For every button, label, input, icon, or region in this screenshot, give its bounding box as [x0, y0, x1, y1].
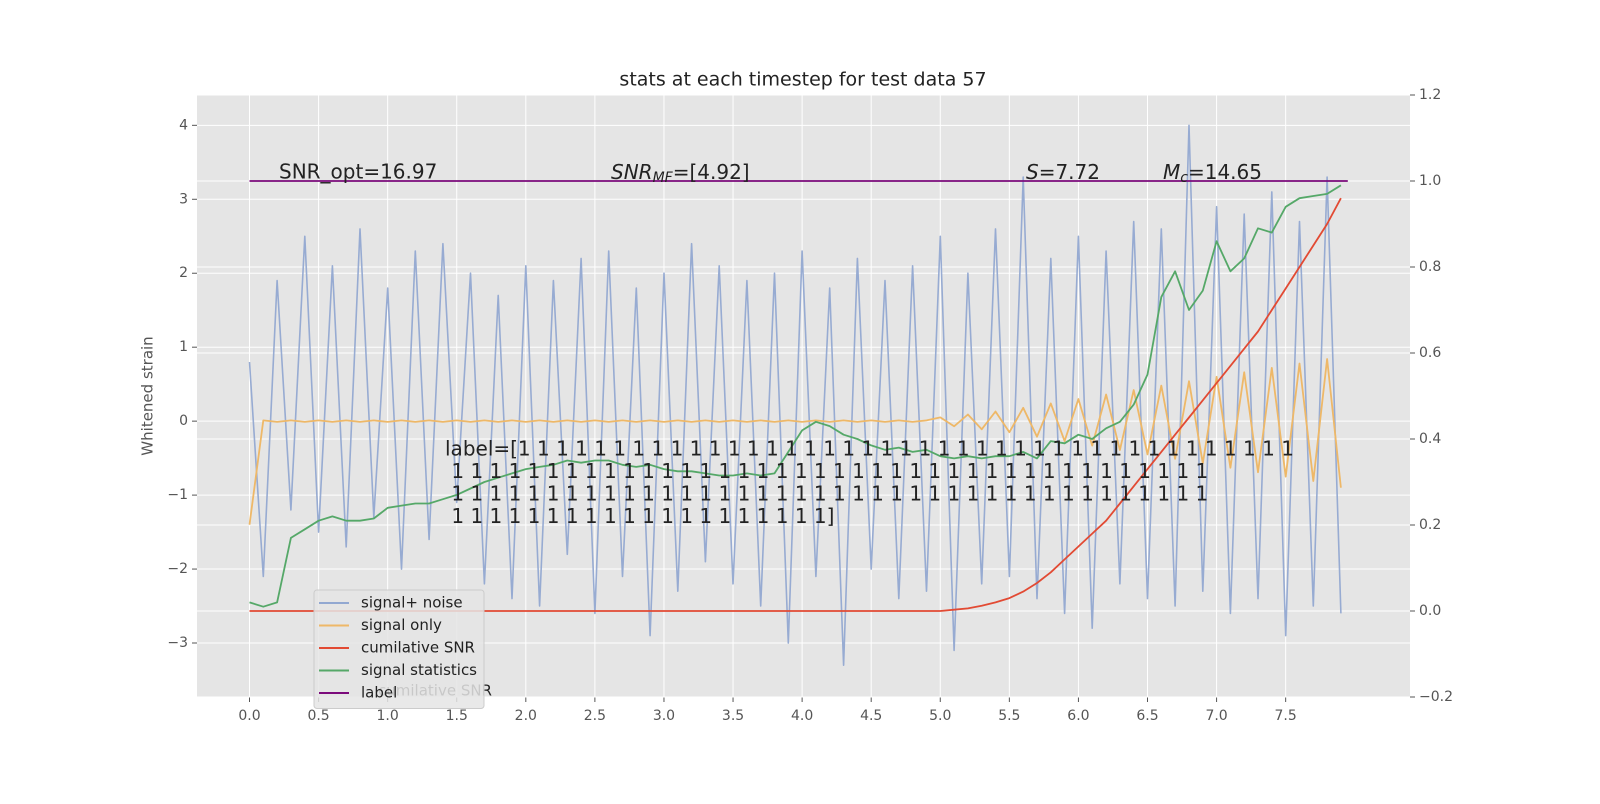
y2-tick-label: 0.6: [1419, 345, 1441, 361]
x-tick-label: 2.5: [584, 708, 606, 724]
annotation-part: =7.72: [1039, 160, 1100, 184]
x-tick-label: 1.5: [446, 708, 468, 724]
y2-tick-label: −0.2: [1419, 689, 1453, 705]
x-tick-label: 4.5: [860, 708, 882, 724]
annotation-part: =[4.92]: [673, 160, 750, 184]
x-tick-label: 7.0: [1205, 708, 1227, 724]
annotation-part: =14.65: [1188, 160, 1262, 184]
annotation: 1 1 1 1 1 1 1 1 1 1 1 1 1 1 1 1 1 1 1 1 …: [445, 482, 1208, 506]
annotation: 1 1 1 1 1 1 1 1 1 1 1 1 1 1 1 1 1 1 1 1 …: [445, 459, 1208, 483]
x-tick-label: 3.5: [722, 708, 744, 724]
legend-label: signal+ noise: [361, 594, 463, 612]
annotation-part: S: [1026, 160, 1039, 184]
x-tick-label: 5.5: [998, 708, 1020, 724]
annotation-part: SNR: [611, 160, 653, 184]
annotation: 1 1 1 1 1 1 1 1 1 1 1 1 1 1 1 1 1 1 1 1]: [445, 504, 834, 528]
annotation-part: c: [1180, 170, 1188, 186]
y-axis-label: Whitened strain: [139, 336, 157, 455]
y2-tick-label: 1.0: [1419, 173, 1441, 189]
legend-label: signal statistics: [361, 661, 477, 679]
x-tick-label: 0.5: [307, 708, 329, 724]
y2-tick-label: 1.2: [1419, 87, 1441, 103]
legend-label: label: [361, 684, 397, 702]
chart-title: stats at each timestep for test data 57: [619, 69, 986, 91]
y-tick-label: 4: [179, 117, 188, 133]
y-tick-label: 1: [179, 339, 188, 355]
legend-label: signal only: [361, 616, 442, 634]
x-tick-label: 6.0: [1067, 708, 1089, 724]
x-tick-label: 2.0: [515, 708, 537, 724]
legend-label: cumilative SNR: [361, 639, 475, 657]
x-tick-label: 6.5: [1136, 708, 1158, 724]
y2-tick-label: 0.8: [1419, 259, 1441, 275]
annotation: SNR_opt=16.97: [279, 160, 437, 184]
legend-box: [313, 589, 485, 709]
y-tick-label: 0: [179, 413, 188, 429]
y2-tick-label: 0.4: [1419, 431, 1441, 447]
x-tick-label: 3.0: [653, 708, 675, 724]
series-line: [249, 184, 1342, 608]
y-tick-label: −3: [167, 635, 188, 651]
y-tick-label: −2: [167, 561, 188, 577]
annotation: Mc=14.65: [1163, 160, 1262, 187]
y-tick-label: −1: [167, 487, 188, 503]
annotation-part: MF: [653, 170, 674, 186]
series-line: [248, 124, 1342, 667]
x-tick-label: 7.5: [1275, 708, 1297, 724]
series-line: [248, 358, 1342, 525]
annotation-part: M: [1163, 160, 1180, 184]
x-tick-label: 0.0: [238, 708, 260, 724]
x-tick-label: 1.0: [377, 708, 399, 724]
y2-tick-label: 0.2: [1419, 517, 1441, 533]
x-tick-label: 4.0: [791, 708, 813, 724]
y2-tick-label: 0.0: [1419, 603, 1441, 619]
annotation: label=[1 1 1 1 1 1 1 1 1 1 1 1 1 1 1 1 1…: [445, 437, 1294, 461]
annotation: S=7.72: [1026, 160, 1100, 184]
y-tick-label: 3: [179, 191, 188, 207]
x-tick-label: 5.0: [929, 708, 951, 724]
y-tick-label: 2: [179, 265, 188, 281]
annotation: SNRMF=[4.92]: [611, 160, 750, 187]
